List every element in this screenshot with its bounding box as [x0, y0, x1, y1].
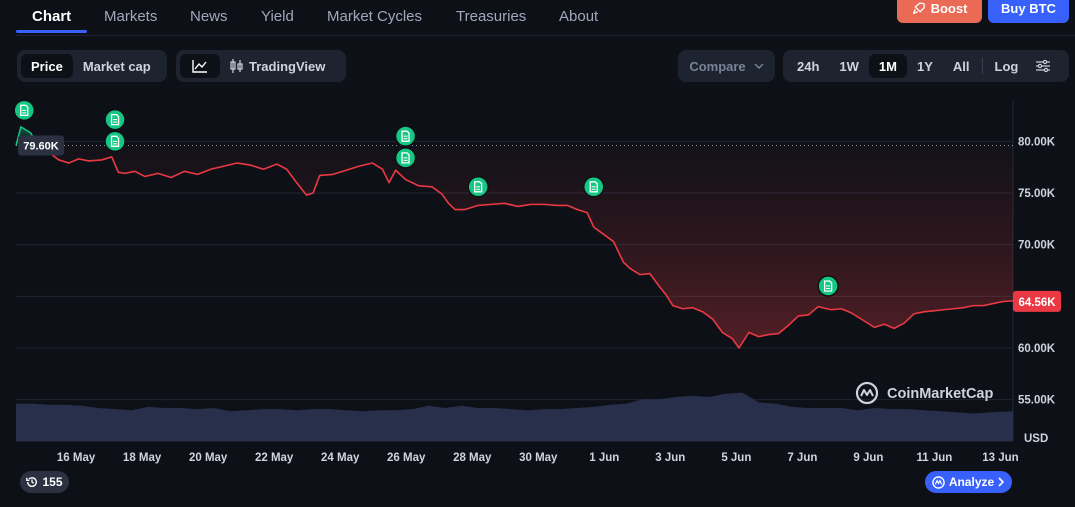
boost-button[interactable]: Boost [897, 0, 982, 23]
x-tick-label: 7 Jun [787, 452, 817, 464]
coinmarketcap-ai-icon [932, 475, 945, 489]
x-tick-label: 1 Jun [589, 452, 619, 464]
tab-market-cycles[interactable]: Market Cycles [327, 8, 423, 25]
compare-dropdown[interactable]: Compare [678, 50, 775, 82]
line-chart-toggle[interactable] [180, 54, 220, 78]
price-chart[interactable]: 80.00K75.00K70.00K65.00K60.00K55.00KUSD … [0, 96, 1075, 468]
tradingview-toggle[interactable]: TradingView [220, 54, 335, 78]
volume-area [16, 392, 1013, 441]
rocket-icon [912, 2, 925, 15]
volume-bars [16, 392, 1013, 441]
nav-divider [16, 35, 1075, 36]
x-tick-label: 18 May [123, 452, 162, 464]
compare-label: Compare [689, 58, 746, 74]
news-marker [817, 275, 839, 297]
history-icon [26, 477, 38, 488]
price-toggle[interactable]: Price [21, 54, 73, 78]
buy-btc-button[interactable]: Buy BTC [988, 0, 1069, 23]
news-marker [104, 130, 126, 153]
document-icon [110, 135, 120, 147]
x-tick-label: 20 May [189, 452, 228, 464]
document-icon [823, 280, 833, 292]
tab-about[interactable]: About [559, 8, 599, 25]
toolbar-separator [981, 58, 983, 74]
news-marker [394, 147, 417, 169]
active-tab-indicator [16, 30, 87, 33]
y-tick-label: 70.00K [1018, 240, 1056, 252]
x-tick-label: 22 May [255, 452, 294, 464]
y-tick-label: 55.00K [1018, 395, 1056, 407]
tab-chart[interactable]: Chart [32, 8, 72, 25]
tab-yield[interactable]: Yield [261, 8, 294, 25]
news-marker [13, 99, 36, 122]
chevron-down-icon [754, 62, 764, 69]
tab-news[interactable]: News [190, 8, 228, 25]
y-tick-label: 80.00K [1018, 136, 1056, 148]
document-icon [474, 181, 483, 193]
document-icon [401, 152, 410, 164]
x-tick-label: 13 Jun [982, 452, 1018, 464]
chart-settings-button[interactable] [1028, 54, 1058, 78]
analyze-button[interactable]: Analyze [925, 471, 1012, 493]
price-labels: 79.60K 64.56K [18, 135, 1061, 312]
x-tick-label: 3 Jun [655, 452, 685, 464]
y-tick-label: 60.00K [1018, 343, 1056, 355]
x-axis: 16 May 18 May 20 May 22 May 24 May 26 May 28 M… [57, 452, 1019, 464]
current-price-label-bg [1013, 290, 1061, 312]
sliders-icon [1036, 60, 1051, 72]
current-price-label: 64.56K [1013, 290, 1061, 312]
document-icon [20, 104, 29, 116]
tab-markets[interactable]: Markets [104, 8, 158, 25]
down-line [35, 144, 1014, 349]
boost-label: Boost [930, 1, 968, 16]
market-cap-toggle[interactable]: Market cap [82, 58, 151, 74]
range-1y[interactable]: 1Y [916, 58, 933, 74]
x-tick-label: 24 May [321, 452, 360, 464]
watermark-text: CoinMarketCap [887, 386, 993, 402]
news-marker [394, 125, 417, 147]
open-price-label: 79.60K [18, 135, 64, 156]
news-count-badge[interactable]: 155 [20, 471, 69, 493]
document-icon [110, 113, 120, 126]
tradingview-label: TradingView [249, 58, 326, 74]
tab-treasuries[interactable]: Treasuries [456, 8, 527, 25]
log-scale-toggle[interactable]: Log [994, 58, 1019, 74]
candlestick-icon [230, 59, 243, 73]
line-chart-icon [192, 60, 207, 73]
x-tick-label: 28 May [453, 452, 492, 464]
current-price-value: 64.56K [1018, 297, 1056, 309]
coinmarketcap-watermark: CoinMarketCap [855, 381, 993, 405]
range-24h[interactable]: 24h [797, 58, 820, 74]
x-tick-label: 26 May [387, 452, 426, 464]
chart-type-toggle: TradingView [176, 50, 346, 82]
price-area [16, 126, 1014, 348]
coinmarketcap-logo-icon [860, 389, 874, 397]
x-tick-label: 5 Jun [721, 452, 751, 464]
open-price-value: 79.60K [23, 140, 59, 152]
metric-toggle: Price Market cap [17, 50, 167, 82]
news-marker [104, 108, 126, 131]
news-marker [582, 176, 605, 198]
range-1m[interactable]: 1M [868, 54, 907, 78]
down-area [35, 145, 1014, 348]
document-icon [401, 130, 410, 142]
analyze-label: Analyze [948, 475, 995, 489]
news-marker [467, 176, 489, 198]
x-tick-label: 16 May [57, 452, 96, 464]
x-tick-label: 9 Jun [853, 452, 883, 464]
x-tick-label: 11 Jun [917, 452, 953, 464]
y-axis-unit: USD [1024, 433, 1048, 445]
open-price-label-bg [18, 135, 64, 156]
range-1w[interactable]: 1W [839, 58, 859, 74]
time-range-toggle: 24h 1W 1M 1Y All Log [783, 50, 1069, 82]
x-tick-label: 30 May [519, 452, 558, 464]
news-markers [13, 99, 839, 297]
document-icon [589, 181, 598, 193]
chevron-right-icon [998, 477, 1005, 487]
y-tick-label: 75.00K [1018, 188, 1056, 200]
top-navigation: Chart Markets News Yield Market Cycles T… [0, 0, 1075, 34]
range-all[interactable]: All [952, 58, 970, 74]
news-count: 155 [42, 475, 63, 489]
